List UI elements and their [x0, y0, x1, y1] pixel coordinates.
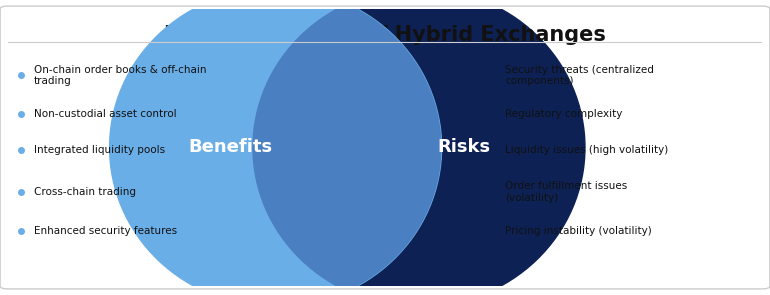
Text: Order fulfillment issues
(volatility): Order fulfillment issues (volatility): [505, 181, 628, 203]
Text: Enhanced security features: Enhanced security features: [34, 226, 177, 236]
Text: Benefits & Risks of Hybrid Exchanges: Benefits & Risks of Hybrid Exchanges: [164, 25, 606, 45]
Text: Security threats (centralized
components): Security threats (centralized components…: [505, 65, 654, 86]
Text: Integrated liquidity pools: Integrated liquidity pools: [34, 145, 166, 155]
Text: Pricing instability (volatility): Pricing instability (volatility): [505, 226, 651, 236]
Text: Liquidity issues (high volatility): Liquidity issues (high volatility): [505, 145, 668, 155]
Text: Benefits: Benefits: [188, 138, 273, 157]
Text: Non-custodial asset control: Non-custodial asset control: [34, 109, 177, 119]
Text: Cross-chain trading: Cross-chain trading: [34, 187, 136, 197]
Text: Risks: Risks: [437, 138, 490, 157]
Ellipse shape: [253, 0, 585, 295]
Text: On-chain order books & off-chain
trading: On-chain order books & off-chain trading: [34, 65, 206, 86]
Ellipse shape: [109, 0, 441, 295]
Text: Regulatory complexity: Regulatory complexity: [505, 109, 622, 119]
Ellipse shape: [253, 0, 585, 295]
